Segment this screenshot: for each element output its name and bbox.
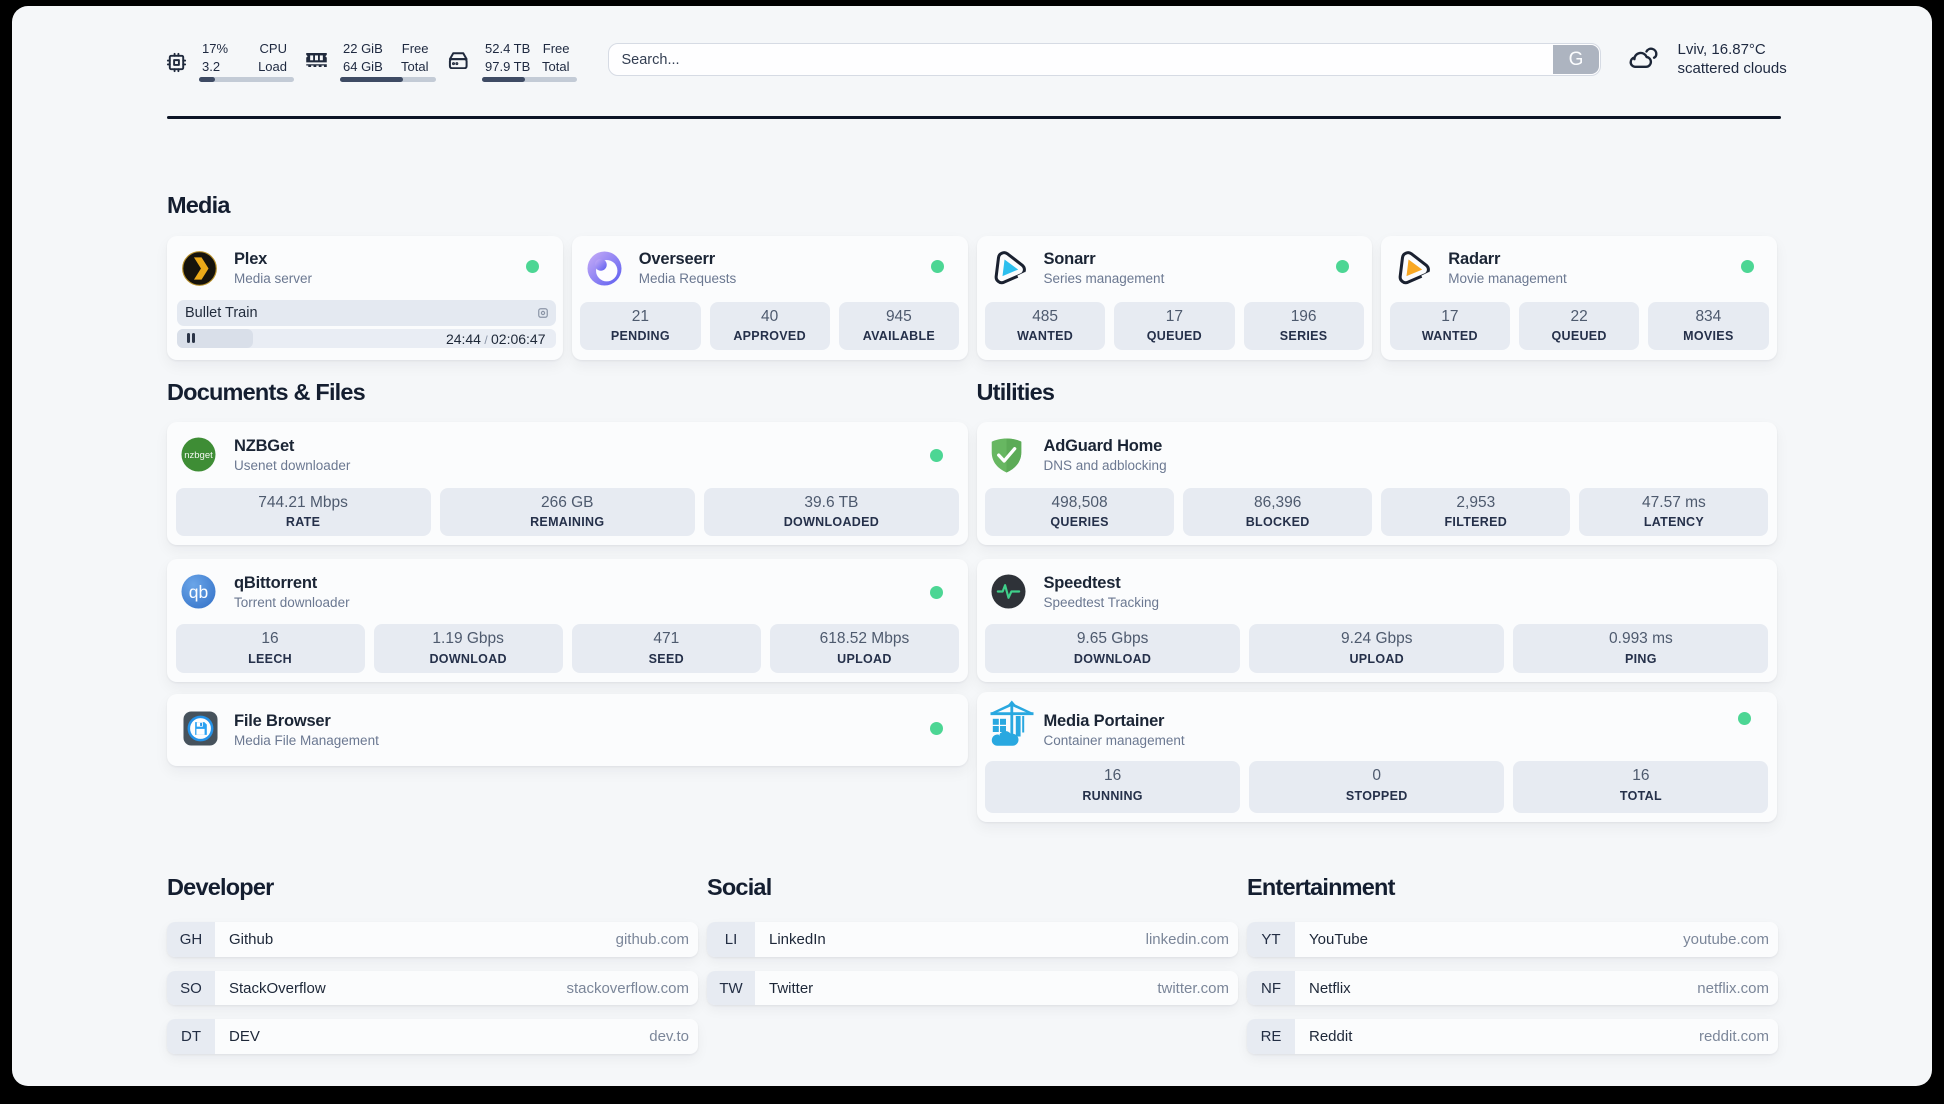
svg-text:nzbget: nzbget bbox=[184, 450, 213, 461]
svg-text:qb: qb bbox=[189, 581, 208, 601]
